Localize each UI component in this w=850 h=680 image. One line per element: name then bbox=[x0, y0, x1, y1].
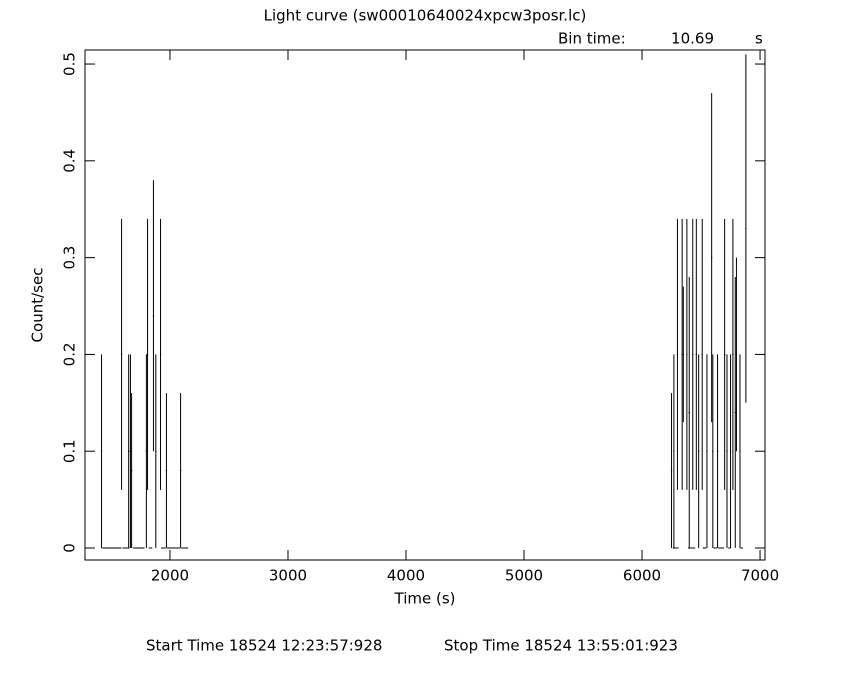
y-tick-label: 0.1 bbox=[61, 439, 79, 463]
chart-title: Light curve (sw00010640024xpcw3posr.lc) bbox=[264, 7, 587, 25]
x-tick-label: 5000 bbox=[505, 567, 543, 585]
y-axis-label: Count/sec bbox=[29, 268, 47, 343]
y-tick-label: 0 bbox=[61, 543, 79, 553]
y-tick-label: 0.5 bbox=[61, 52, 79, 76]
bin-time-label: Bin time: bbox=[558, 30, 626, 48]
start-time: Start Time 18524 12:23:57:928 bbox=[146, 637, 382, 655]
y-tick-label: 0.3 bbox=[61, 246, 79, 270]
x-tick-label: 7000 bbox=[741, 567, 779, 585]
plot-frame bbox=[84, 49, 766, 561]
x-tick-label: 3000 bbox=[269, 567, 307, 585]
x-tick-label: 2000 bbox=[151, 567, 189, 585]
y-tick-label: 0.4 bbox=[61, 149, 79, 173]
bin-time-value: 10.69 bbox=[671, 30, 714, 48]
x-axis-label: Time (s) bbox=[394, 590, 456, 608]
y-tick-label: 0.2 bbox=[61, 342, 79, 366]
stop-time: Stop Time 18524 13:55:01:923 bbox=[444, 637, 678, 655]
x-tick-label: 4000 bbox=[387, 567, 425, 585]
x-tick-label: 6000 bbox=[623, 567, 661, 585]
bin-time-unit: s bbox=[755, 30, 763, 48]
